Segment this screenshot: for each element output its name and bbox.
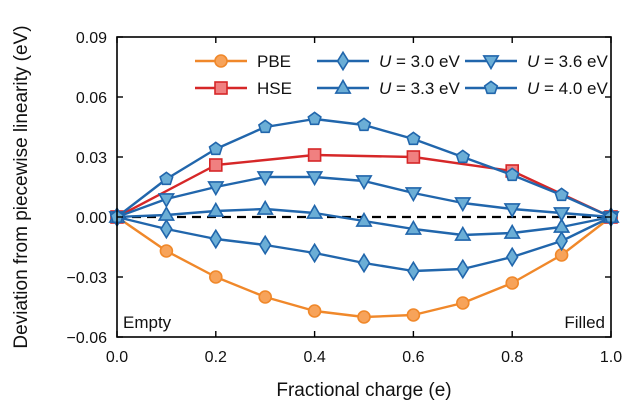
- data-point: [209, 158, 223, 172]
- series-line: [116, 153, 612, 219]
- x-axis-label: Fractional charge (e): [276, 380, 451, 400]
- data-point: [207, 201, 225, 217]
- data-point: [209, 228, 223, 250]
- data-point: [404, 187, 422, 203]
- data-point: [554, 187, 569, 202]
- data-point: [258, 290, 273, 304]
- legend-marker: [483, 80, 499, 95]
- data-point: [456, 258, 470, 280]
- legend-label: U = 4.0 eV: [527, 79, 608, 98]
- x-tick-label: 0.0: [106, 349, 128, 366]
- x-tick-label: 0.2: [205, 349, 227, 366]
- legend-label: U = 3.3 eV: [379, 79, 460, 98]
- data-point: [257, 119, 273, 134]
- legend-marker: [482, 55, 500, 71]
- x-tick-label: 0.6: [402, 349, 424, 366]
- legend-label: U = 3.6 eV: [527, 52, 608, 71]
- x-tick-label: 1.0: [600, 349, 622, 366]
- data-point: [455, 149, 471, 164]
- legend-marker: [214, 81, 228, 95]
- data-point: [454, 197, 472, 213]
- annotation-empty: Empty: [123, 313, 172, 332]
- data-point: [308, 242, 321, 264]
- data-point: [355, 175, 373, 191]
- x-tick-label: 0.4: [303, 349, 325, 366]
- series-marks: [108, 111, 620, 324]
- data-point: [454, 225, 472, 241]
- x-tick-label: 0.8: [501, 349, 523, 366]
- data-point: [553, 207, 571, 223]
- legend-label: HSE: [257, 79, 292, 98]
- data-point: [160, 218, 173, 240]
- data-point: [503, 203, 521, 219]
- data-point: [209, 270, 223, 284]
- data-point: [307, 111, 322, 126]
- data-point: [258, 234, 272, 256]
- data-point: [355, 211, 373, 227]
- data-point: [207, 181, 225, 197]
- data-point: [157, 205, 175, 221]
- legend-label: U = 3.0 eV: [379, 52, 460, 71]
- axis-ticks: 0.0 0.2 0.4 0.6 0.8 1.0 −0.06 −0.03 0.00 0.03 0.06…: [67, 30, 623, 366]
- data-point: [306, 171, 324, 187]
- y-tick-label: 0.09: [76, 30, 107, 47]
- data-point: [159, 171, 174, 186]
- data-point: [159, 244, 174, 258]
- y-tick-label: −0.06: [67, 330, 108, 347]
- data-point: [406, 308, 421, 322]
- data-point: [307, 304, 322, 318]
- data-point: [357, 252, 371, 274]
- series-line: [116, 117, 612, 219]
- data-point: [505, 276, 520, 290]
- plot-frame: [116, 36, 612, 338]
- data-point: [357, 310, 371, 324]
- data-point: [356, 117, 372, 132]
- data-point: [503, 223, 521, 239]
- data-point: [407, 260, 420, 282]
- data-point: [157, 193, 175, 209]
- data-point: [256, 171, 274, 187]
- data-point: [406, 150, 421, 164]
- legend-label: PBE: [257, 52, 291, 71]
- annotation-filled: Filled: [564, 313, 605, 332]
- data-point: [504, 167, 520, 182]
- legend-marker: [214, 54, 228, 68]
- legend-marker: [334, 78, 352, 94]
- legend: PBE U = 3.0 eV U = 3.6 eV HSE U = 3.3 eV U = …: [195, 50, 608, 98]
- y-axis-label: Deviation from piecewise linearity (eV): [11, 25, 32, 348]
- y-tick-label: 0.06: [76, 90, 107, 107]
- data-point: [505, 246, 519, 268]
- y-tick-label: 0.03: [76, 150, 107, 167]
- data-point: [256, 199, 274, 215]
- data-point: [455, 296, 470, 310]
- y-tick-label: 0.00: [76, 210, 107, 227]
- data-point: [306, 203, 324, 219]
- data-point: [404, 219, 422, 235]
- legend-marker: [336, 50, 350, 72]
- data-point: [555, 230, 568, 252]
- data-point: [208, 141, 224, 156]
- data-point: [307, 148, 322, 162]
- data-point: [406, 131, 421, 146]
- y-tick-label: −0.03: [67, 270, 108, 287]
- data-point: [553, 217, 571, 233]
